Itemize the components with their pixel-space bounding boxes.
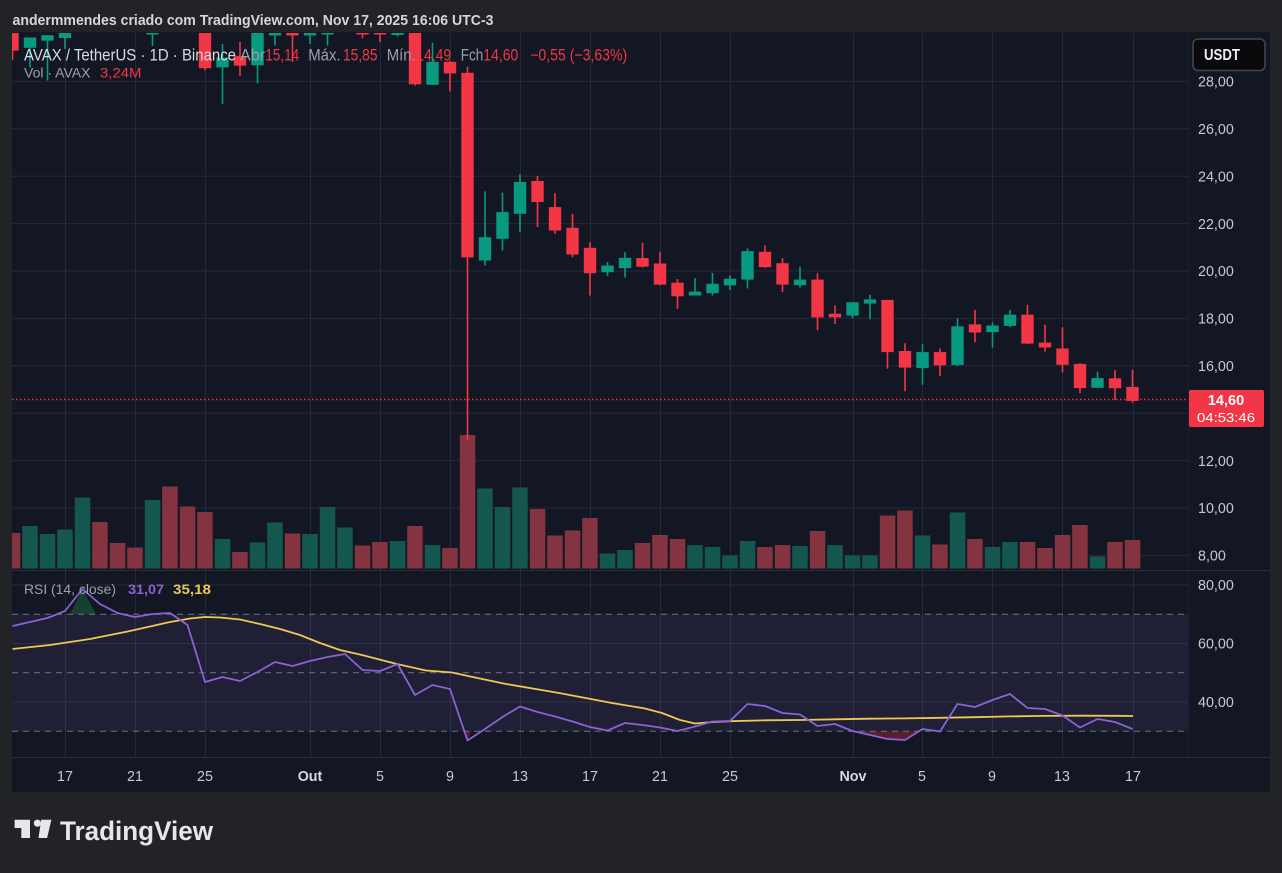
svg-text:21: 21 bbox=[127, 769, 143, 785]
svg-text:13: 13 bbox=[512, 769, 528, 785]
svg-text:31,07: 31,07 bbox=[128, 582, 164, 597]
svg-text:13: 13 bbox=[1054, 769, 1070, 785]
svg-text:18,00: 18,00 bbox=[1198, 312, 1234, 328]
svg-text:17: 17 bbox=[582, 769, 598, 785]
svg-text:25: 25 bbox=[197, 769, 213, 785]
svg-text:25: 25 bbox=[722, 769, 738, 785]
svg-text:andermmendes criado com Tradin: andermmendes criado com TradingView.com,… bbox=[13, 12, 494, 29]
svg-text:Mín.: Mín. bbox=[387, 47, 416, 65]
svg-text:80,00: 80,00 bbox=[1198, 578, 1234, 594]
svg-text:Vol · AVAX: Vol · AVAX bbox=[24, 65, 91, 81]
svg-text:14,49: 14,49 bbox=[416, 47, 451, 65]
svg-text:Abr: Abr bbox=[240, 47, 266, 65]
svg-text:8,00: 8,00 bbox=[1198, 549, 1226, 565]
svg-text:Nov: Nov bbox=[839, 769, 866, 785]
svg-text:14,60: 14,60 bbox=[1208, 393, 1244, 409]
svg-text:28,00: 28,00 bbox=[1198, 75, 1234, 91]
svg-text:Fch: Fch bbox=[461, 47, 484, 65]
svg-text:Out: Out bbox=[298, 769, 323, 785]
svg-text:5: 5 bbox=[918, 769, 926, 785]
svg-text:26,00: 26,00 bbox=[1198, 122, 1234, 138]
svg-text:21: 21 bbox=[652, 769, 668, 785]
svg-text:10,00: 10,00 bbox=[1198, 501, 1234, 517]
svg-text:40,00: 40,00 bbox=[1198, 695, 1234, 711]
svg-text:3,24M: 3,24M bbox=[100, 65, 142, 81]
svg-text:12,00: 12,00 bbox=[1198, 454, 1234, 470]
svg-text:USDT: USDT bbox=[1204, 47, 1240, 64]
svg-text:15,85: 15,85 bbox=[343, 47, 378, 65]
svg-text:35,18: 35,18 bbox=[173, 582, 212, 597]
svg-text:Máx.: Máx. bbox=[308, 47, 341, 65]
svg-text:20,00: 20,00 bbox=[1198, 264, 1234, 280]
svg-text:9: 9 bbox=[988, 769, 996, 785]
svg-text:17: 17 bbox=[1125, 769, 1141, 785]
svg-text:15,14: 15,14 bbox=[265, 47, 299, 65]
svg-text:TradingView: TradingView bbox=[60, 816, 214, 846]
svg-text:9: 9 bbox=[446, 769, 454, 785]
svg-text:RSI (14, close): RSI (14, close) bbox=[24, 582, 116, 597]
svg-text:22,00: 22,00 bbox=[1198, 217, 1234, 233]
svg-text:−0,55 (−3,63%): −0,55 (−3,63%) bbox=[530, 47, 627, 65]
svg-text:14,60: 14,60 bbox=[483, 47, 518, 65]
svg-text:16,00: 16,00 bbox=[1198, 359, 1234, 375]
svg-text:5: 5 bbox=[376, 769, 384, 785]
svg-text:04:53:46: 04:53:46 bbox=[1197, 410, 1255, 425]
svg-text:60,00: 60,00 bbox=[1198, 637, 1234, 653]
svg-text:24,00: 24,00 bbox=[1198, 169, 1234, 185]
svg-text:17: 17 bbox=[57, 769, 73, 785]
svg-text:AVAX / TetherUS · 1D · Binance: AVAX / TetherUS · 1D · Binance bbox=[24, 47, 236, 65]
